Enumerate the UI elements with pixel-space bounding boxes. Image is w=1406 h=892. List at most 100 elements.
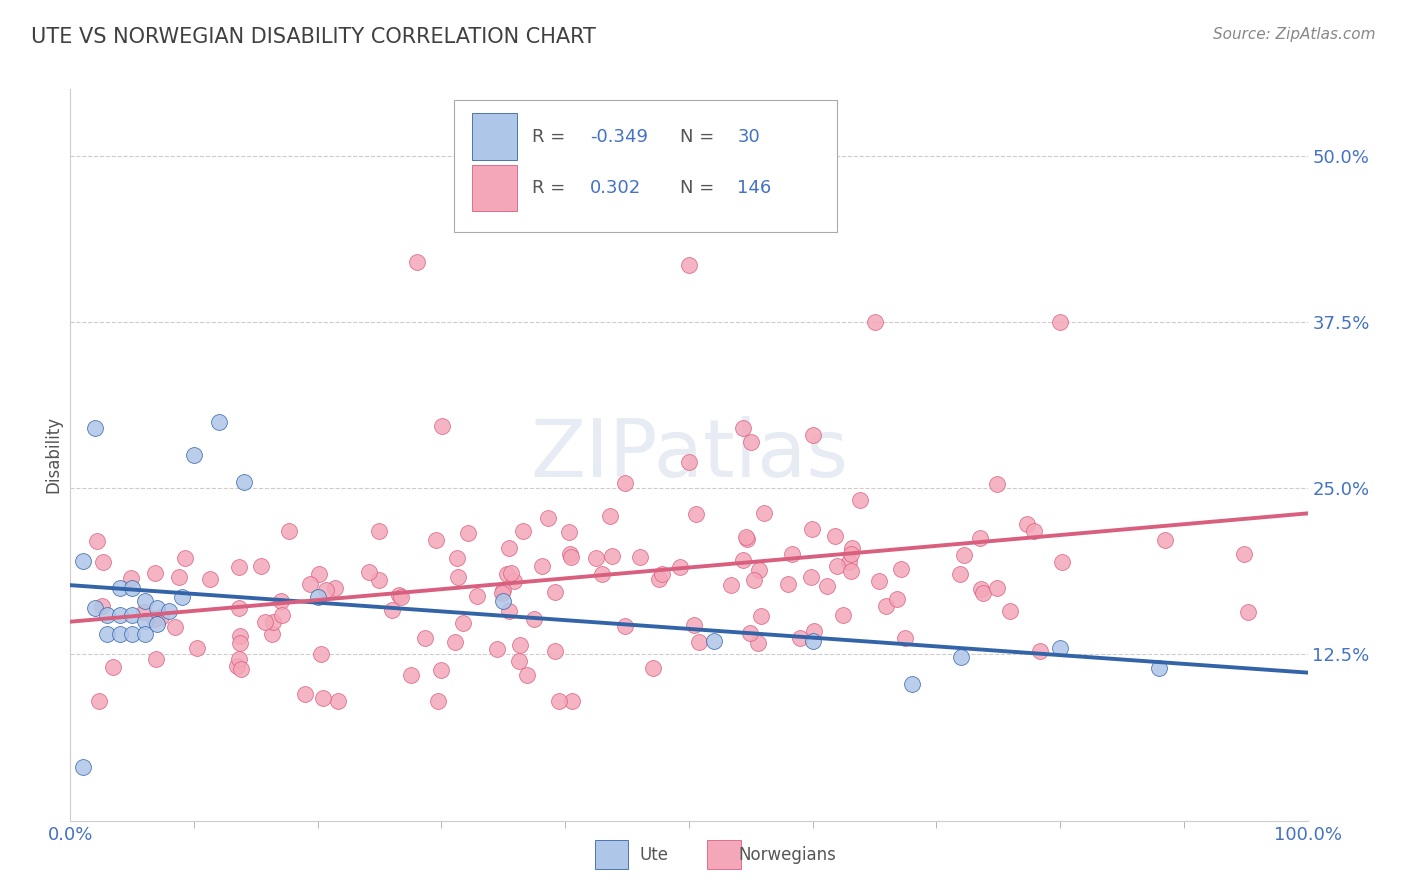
- Point: [508, 654, 530, 668]
- Text: UTE VS NORWEGIAN DISABILITY CORRELATION CHART: UTE VS NORWEGIAN DISABILITY CORRELATION …: [31, 27, 596, 46]
- Point: [685, 507, 707, 521]
- Point: [277, 524, 299, 538]
- Text: Ute: Ute: [640, 846, 669, 863]
- Point: [96, 607, 118, 622]
- Point: [585, 551, 607, 566]
- Point: [900, 676, 922, 690]
- Point: [229, 629, 252, 643]
- Point: [731, 553, 754, 567]
- Point: [427, 694, 450, 708]
- Point: [558, 547, 581, 561]
- Point: [1022, 524, 1045, 539]
- Point: [503, 574, 526, 589]
- Point: [413, 631, 436, 645]
- Point: [399, 667, 422, 681]
- Point: [703, 634, 725, 648]
- FancyBboxPatch shape: [472, 164, 517, 211]
- Point: [315, 582, 337, 597]
- Point: [824, 529, 846, 543]
- Point: [801, 634, 824, 648]
- Point: [108, 581, 131, 595]
- Point: [308, 566, 330, 581]
- Point: [591, 567, 613, 582]
- Point: [96, 627, 118, 641]
- Point: [599, 509, 621, 524]
- Point: [998, 604, 1021, 618]
- Point: [492, 582, 515, 597]
- Point: [183, 448, 205, 462]
- Point: [560, 550, 582, 565]
- Point: [531, 559, 554, 574]
- Text: 30: 30: [737, 128, 761, 145]
- Point: [548, 694, 571, 708]
- Point: [641, 661, 664, 675]
- Point: [841, 541, 863, 556]
- Text: N =: N =: [681, 179, 720, 197]
- Point: [827, 558, 849, 573]
- FancyBboxPatch shape: [595, 840, 628, 869]
- Point: [776, 577, 799, 591]
- Point: [986, 477, 1008, 491]
- Point: [357, 565, 380, 579]
- Text: 0.302: 0.302: [591, 179, 641, 197]
- Point: [868, 574, 890, 589]
- Text: Source: ZipAtlas.com: Source: ZipAtlas.com: [1212, 27, 1375, 42]
- Point: [972, 586, 994, 600]
- Point: [228, 652, 250, 666]
- Point: [200, 572, 222, 586]
- Point: [84, 421, 107, 435]
- Point: [91, 555, 114, 569]
- Point: [970, 582, 993, 597]
- Point: [544, 644, 567, 658]
- Point: [498, 603, 520, 617]
- Point: [558, 525, 581, 540]
- Point: [389, 590, 412, 604]
- Y-axis label: Disability: Disability: [44, 417, 62, 493]
- Point: [512, 524, 534, 538]
- Point: [443, 635, 465, 649]
- Point: [457, 526, 479, 541]
- Point: [499, 566, 522, 581]
- Point: [101, 659, 124, 673]
- Point: [801, 428, 824, 442]
- Text: R =: R =: [531, 179, 576, 197]
- Point: [430, 418, 453, 433]
- Point: [232, 475, 254, 489]
- Point: [108, 607, 131, 622]
- Point: [986, 581, 1008, 595]
- Point: [294, 687, 316, 701]
- Point: [328, 693, 350, 707]
- Point: [134, 627, 156, 641]
- Point: [523, 612, 546, 626]
- Point: [226, 658, 249, 673]
- Point: [952, 548, 974, 562]
- Point: [381, 603, 404, 617]
- Point: [165, 620, 187, 634]
- Point: [429, 663, 451, 677]
- Point: [740, 182, 762, 196]
- Text: R =: R =: [531, 128, 571, 145]
- Point: [969, 531, 991, 545]
- Point: [368, 573, 391, 587]
- Point: [832, 607, 855, 622]
- Point: [949, 567, 972, 582]
- Point: [600, 549, 623, 563]
- Point: [651, 567, 673, 582]
- Point: [839, 548, 862, 562]
- Point: [839, 564, 862, 578]
- Point: [298, 577, 321, 591]
- Point: [678, 454, 700, 468]
- Point: [789, 631, 811, 645]
- Point: [157, 603, 180, 617]
- Point: [253, 615, 276, 630]
- Point: [229, 662, 252, 676]
- Point: [509, 638, 531, 652]
- Point: [1237, 605, 1260, 619]
- Point: [307, 591, 329, 605]
- Point: [875, 599, 897, 614]
- Point: [72, 554, 94, 568]
- Point: [146, 600, 169, 615]
- Point: [446, 551, 468, 566]
- Point: [537, 510, 560, 524]
- Point: [132, 605, 155, 619]
